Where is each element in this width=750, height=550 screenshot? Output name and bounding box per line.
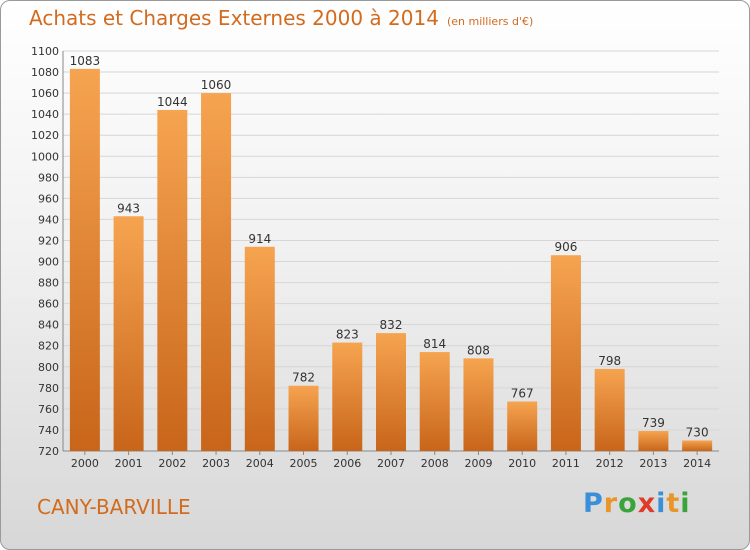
logo-letter: x (637, 488, 657, 519)
bar-2002 (157, 109, 188, 452)
data-label-2012: 798 (598, 354, 621, 368)
x-tick-label: 2010 (508, 457, 536, 470)
logo-letter: i (656, 488, 667, 519)
y-tick-label: 980 (38, 171, 59, 184)
proxiti-logo: Proxiti (583, 488, 691, 519)
bar-2004 (244, 246, 275, 451)
x-tick-label: 2014 (683, 457, 711, 470)
y-tick-label: 920 (38, 234, 59, 247)
data-label-2004: 914 (248, 232, 271, 246)
x-tick-label: 2006 (333, 457, 361, 470)
x-tick-label: 2009 (464, 457, 492, 470)
x-tick-label: 2005 (290, 457, 318, 470)
y-tick-label: 1100 (31, 45, 59, 58)
y-tick-label: 1060 (31, 87, 59, 100)
y-tick-label: 820 (38, 340, 59, 353)
data-label-2001: 943 (117, 201, 140, 215)
data-label-2003: 1060 (201, 78, 232, 92)
bar-2008 (419, 352, 450, 451)
y-tick-label: 940 (38, 213, 59, 226)
logo-letter: o (618, 488, 638, 519)
bar-2003 (201, 93, 232, 452)
x-tick-label: 2004 (246, 457, 274, 470)
y-tick-label: 840 (38, 319, 59, 332)
data-label-2007: 832 (380, 318, 403, 332)
bar-layer (69, 68, 713, 452)
y-tick-label: 1020 (31, 129, 59, 142)
y-tick-label: 880 (38, 277, 59, 290)
bar-2014 (682, 440, 713, 451)
bar-2009 (463, 358, 494, 451)
data-label-2008: 814 (423, 337, 446, 351)
x-tick-label: 2007 (377, 457, 405, 470)
y-tick-label: 720 (38, 445, 59, 458)
y-tick-label: 740 (38, 424, 59, 437)
chart-title: Achats et Charges Externes 2000 à 2014 (e… (29, 6, 533, 30)
logo-letter: i (680, 488, 691, 519)
title-text: Achats et Charges Externes 2000 à 2014 (29, 6, 439, 30)
x-tick-label: 2008 (421, 457, 449, 470)
chart-unit: (en milliers d'€) (446, 15, 534, 28)
x-tick-label: 2002 (158, 457, 186, 470)
data-label-2005: 782 (292, 371, 315, 385)
bar-2011 (550, 255, 581, 451)
data-label-2009: 808 (467, 343, 490, 357)
y-tick-label: 1080 (31, 66, 59, 79)
data-label-2000: 1083 (70, 54, 101, 68)
data-label-2011: 906 (554, 240, 577, 254)
logo-letter: t (666, 488, 681, 519)
bar-2006 (332, 342, 363, 451)
data-label-2010: 767 (511, 387, 534, 401)
x-tick-label: 2001 (115, 457, 143, 470)
data-label-2002: 1044 (157, 95, 188, 109)
x-tick-label: 2013 (639, 457, 667, 470)
logo-letter: r (603, 488, 619, 519)
y-tick-label: 780 (38, 382, 59, 395)
data-label-2013: 739 (642, 416, 665, 430)
label-layer: 720 740 760 780 800 820 840 860 880 900 920 940 960 9… (31, 45, 711, 470)
bar-2005 (288, 385, 319, 451)
bar-2000 (69, 68, 100, 451)
bar-2012 (594, 368, 625, 451)
x-tick-label: 2003 (202, 457, 230, 470)
y-tick-label: 800 (38, 361, 59, 374)
bar-2013 (638, 431, 669, 451)
data-label-2006: 823 (336, 328, 359, 342)
y-tick-label: 760 (38, 403, 59, 416)
x-tick-label: 2000 (71, 457, 99, 470)
y-tick-label: 860 (38, 298, 59, 311)
data-label-2014: 730 (686, 425, 709, 439)
bar-2001 (113, 216, 144, 451)
x-tick-label: 2012 (596, 457, 624, 470)
x-tick-label: 2011 (552, 457, 580, 470)
y-tick-label: 1040 (31, 108, 59, 121)
place-name: CANY-BARVILLE (37, 495, 191, 519)
bar-2007 (376, 333, 406, 451)
logo-letter: P (583, 488, 604, 519)
y-tick-label: 1000 (31, 150, 59, 163)
y-tick-label: 960 (38, 192, 59, 205)
y-tick-label: 900 (38, 256, 59, 269)
bar-2010 (507, 401, 538, 451)
